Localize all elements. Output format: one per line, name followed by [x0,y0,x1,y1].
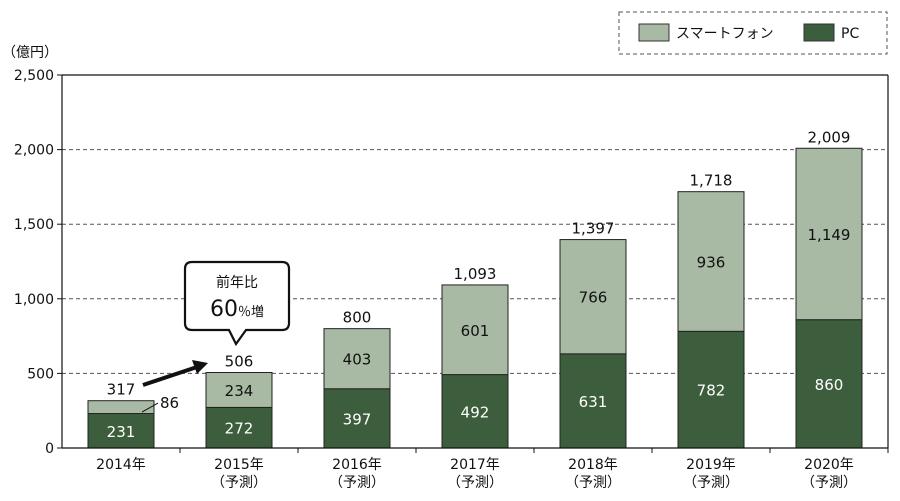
bars [87,147,863,449]
callout-arrow-shaft [142,365,198,387]
x-tick-sublabel: （予測） [683,475,739,491]
data-label-pc: 397 [343,410,372,428]
callout-arrow-head [192,360,208,374]
data-label-smartphone: 1,149 [808,226,851,244]
legend-swatch-smartphone [638,23,670,42]
data-label-smartphone: 936 [697,254,726,272]
total-label: 800 [343,309,372,327]
data-label-smartphone-outside: 86 [160,394,179,412]
data-label-smartphone: 601 [461,322,490,340]
bar-smartphone [559,239,627,355]
data-label-pc: 492 [461,403,490,421]
x-tick-sublabel: （予測） [565,475,621,491]
leader-line [141,402,159,413]
growth-callout: 前年比 60％増 [142,260,291,387]
total-label: 2,009 [808,128,851,146]
y-tick-label: 2,500 [14,68,54,84]
bar-pc [205,406,273,449]
total-label: 317 [107,381,136,399]
x-tick-label: 2016年 [332,457,382,473]
data-label-pc: 272 [225,420,254,438]
y-tick-label: 1,500 [14,217,54,233]
y-tick-label: 500 [27,366,54,382]
y-tick-label: 2,000 [14,143,54,159]
x-tick-label: 2017年 [450,457,500,473]
legend-swatch-pc [803,23,835,42]
x-tick-sublabel: （予測） [801,475,857,491]
y-tick-label: 1,000 [14,292,54,308]
bar-pc [87,413,155,449]
bar-smartphone [87,400,155,415]
y-tick-label: 0 [45,441,54,457]
y-unit-label: （億円） [2,45,58,61]
bar-smartphone [441,284,509,376]
data-label-smartphone: 234 [225,382,254,400]
x-tick-label: 2020年 [804,457,854,473]
data-label-pc: 631 [579,393,608,411]
x-tick-label: 2015年 [214,457,264,473]
x-tick-label: 2018年 [568,457,618,473]
data-label-pc: 231 [107,423,136,441]
callout-line2: 60％増 [210,297,264,322]
total-label: 506 [225,353,254,371]
callout-number: 60 [210,297,238,322]
callout-suffix: ％増 [238,305,264,320]
data-label-smartphone: 403 [343,351,372,369]
x-tick-sublabel: （予測） [447,475,503,491]
total-label: 1,397 [572,220,615,238]
bar-smartphone [677,191,745,332]
legend-label-smartphone: スマートフォン [676,26,774,42]
bar-pc [795,319,863,449]
total-label: 1,093 [454,265,497,283]
bar-smartphone [795,147,863,321]
bar-smartphone [323,328,391,390]
callout-line1: 前年比 [216,274,258,291]
callout-bubble [183,260,291,347]
data-label-smartphone: 766 [579,289,608,307]
bar-pc [677,330,745,449]
data-label-pc: 782 [697,382,726,400]
x-tick-label: 2014年 [96,457,146,473]
bar-pc [323,388,391,449]
x-tick-label: 2019年 [686,457,736,473]
labels: 231 317 2014年 272 234 506 2015年 （予測） 397 403 800 20… [96,128,857,491]
bar-smartphone [205,372,273,408]
data-label-pc: 860 [815,376,844,394]
legend: スマートフォン PC [618,11,888,55]
x-tick-sublabel: （予測） [211,475,267,491]
axes: 0 500 1,000 1,500 2,000 2,500 [14,68,889,457]
total-label: 1,718 [690,172,733,190]
x-tick-sublabel: （予測） [329,475,385,491]
legend-label-pc: PC [841,26,859,42]
